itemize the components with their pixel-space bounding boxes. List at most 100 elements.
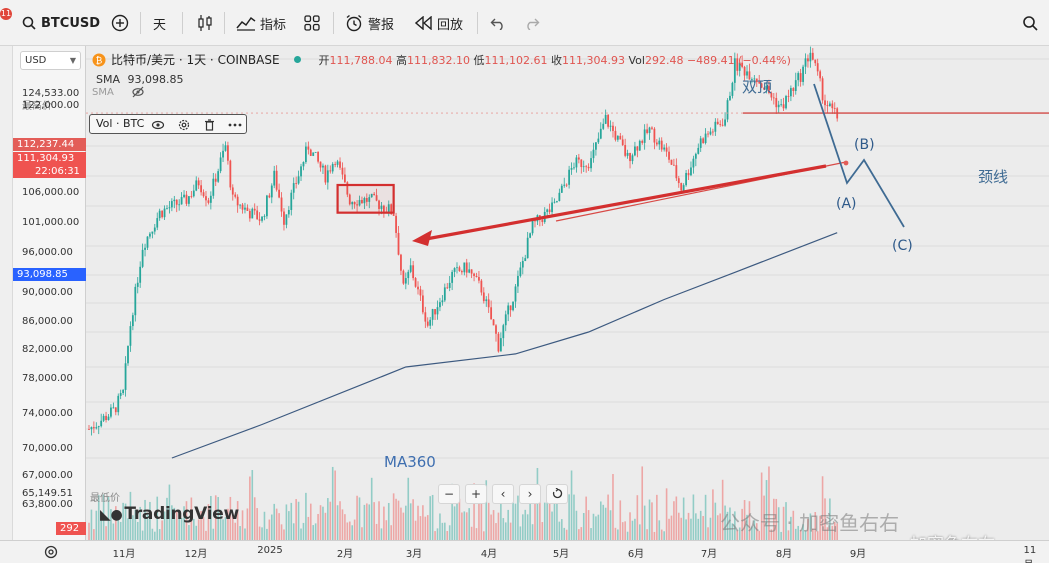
candle-body-43	[192, 190, 195, 197]
trash-icon[interactable]	[204, 119, 215, 131]
symbol-search[interactable]: BTCUSD	[22, 0, 100, 46]
candle-body-189	[548, 209, 551, 213]
volume-bar-22	[141, 530, 144, 540]
time-tick-5: 4月	[480, 549, 498, 560]
candle-body-38	[180, 197, 183, 205]
volume-bar-203	[582, 513, 585, 540]
candle-body-113	[363, 198, 366, 204]
volume-bar-18	[132, 515, 134, 540]
candle-body-41	[188, 196, 190, 204]
candle-body-284	[780, 104, 783, 106]
volume-bar-260	[721, 479, 724, 540]
volume-bar-214	[609, 510, 612, 540]
search-button[interactable]	[1022, 0, 1038, 46]
indicators-button[interactable]: 指标	[236, 0, 286, 46]
replay-button[interactable]: 回放	[415, 0, 463, 46]
sma-legend[interactable]: SMA 93,098.85	[96, 73, 183, 86]
candle-body-182	[531, 219, 534, 234]
candle-body-99	[329, 170, 332, 172]
settings-icon[interactable]	[44, 545, 58, 559]
volume-bar-230	[648, 499, 651, 540]
candle-body-114	[365, 198, 368, 202]
tradingview-logo[interactable]: ◣● TradingView	[100, 504, 239, 524]
y-tick-82000: 82,000.00	[22, 344, 73, 355]
volume-bar-152	[458, 498, 461, 540]
candle-body-126	[395, 215, 397, 233]
candle-body-300	[819, 71, 822, 79]
candle-body-167	[495, 325, 497, 334]
reset-chart-button[interactable]	[546, 484, 568, 504]
volume-bar-202	[580, 527, 583, 540]
volume-bar-181	[529, 500, 531, 540]
volume-bar-175	[514, 503, 517, 540]
alert-button[interactable]: 警报	[345, 0, 394, 46]
layouts-button[interactable]	[304, 0, 320, 46]
candle-body-16	[127, 345, 129, 364]
scroll-left-button[interactable]: ‹	[492, 484, 514, 504]
eye-icon[interactable]	[151, 119, 165, 131]
volume-bar-59	[231, 515, 234, 540]
candle-body-291	[797, 73, 800, 81]
volume-bar-57	[227, 508, 229, 540]
chart-type-button[interactable]	[197, 0, 213, 46]
candle-body-118	[375, 195, 378, 201]
currency-select[interactable]: USD ▼	[20, 51, 81, 70]
gear-icon[interactable]	[178, 119, 190, 131]
candle-body-54	[219, 157, 222, 172]
candle-body-255	[709, 131, 712, 135]
high-label-tag: 最高价	[22, 101, 52, 112]
candle-body-197	[568, 169, 571, 185]
volume-bar-8	[107, 496, 110, 540]
more-icon[interactable]	[228, 123, 242, 127]
compare-button[interactable]	[111, 0, 129, 46]
interval-label: 天	[153, 17, 167, 33]
volume-indicator-legend[interactable]: Vol · BTC	[89, 114, 247, 134]
candle-body-46	[200, 185, 203, 193]
chart-navigation: − + ‹ ›	[438, 484, 568, 504]
time-tick-1: 12月	[184, 549, 208, 560]
volume-bar-41	[188, 525, 190, 540]
candle-body-50	[209, 195, 212, 203]
undo-button[interactable]	[490, 0, 506, 46]
chart-grid	[86, 58, 1049, 459]
volume-bar-82	[288, 511, 290, 540]
candle-body-20	[136, 282, 139, 287]
volume-bar-298	[814, 511, 817, 540]
price-scale[interactable]: 124,533.00 最高价 122,000.00 106,000.00 101…	[13, 46, 86, 540]
volume-bar-187	[543, 502, 546, 540]
candle-body-159	[475, 275, 478, 278]
zoom-in-button[interactable]: +	[465, 484, 487, 504]
y-tick-63800: 63,800.00	[22, 499, 73, 510]
volume-bar-162	[483, 531, 485, 540]
candle-body-186	[541, 219, 544, 223]
y-tick-67000: 67,000.00	[22, 470, 73, 481]
notification-badge[interactable]: 11	[0, 8, 12, 20]
volume-bar-58	[229, 496, 232, 540]
candle-body-212	[604, 114, 607, 124]
volume-bar-110	[356, 495, 358, 540]
eye-off-icon[interactable]	[131, 86, 145, 98]
replay-label: 回放	[437, 17, 464, 33]
volume-bar-252	[702, 516, 704, 540]
candle-body-289	[792, 88, 795, 91]
time-axis[interactable]: 11月 12月 2025 2月 3月 4月 5月 6月 7月 8月 9月 11月	[0, 540, 1049, 563]
candle-body-191	[553, 201, 556, 203]
candle-body-169	[499, 338, 502, 352]
candle-body-276	[760, 83, 763, 88]
candle-body-44	[195, 180, 198, 191]
interval-button[interactable]: 天	[153, 0, 166, 46]
price-chart[interactable]: MA360 颈线 双顶 (A) (B) (C)	[86, 46, 1049, 540]
volume-bar-282	[775, 498, 778, 540]
volume-bar-174	[512, 502, 514, 540]
volume-bar-65	[246, 508, 249, 540]
candle-body-195	[563, 184, 566, 186]
zoom-out-button[interactable]: −	[438, 484, 460, 504]
candle-body-268	[741, 62, 744, 67]
redo-button[interactable]	[524, 0, 540, 46]
scroll-right-button[interactable]: ›	[519, 484, 541, 504]
volume-bar-197	[568, 494, 570, 540]
candle-body-272	[750, 79, 753, 80]
candle-body-270	[746, 71, 748, 76]
candle-body-190	[551, 202, 553, 213]
sma-hidden-label[interactable]: SMA	[92, 86, 145, 98]
